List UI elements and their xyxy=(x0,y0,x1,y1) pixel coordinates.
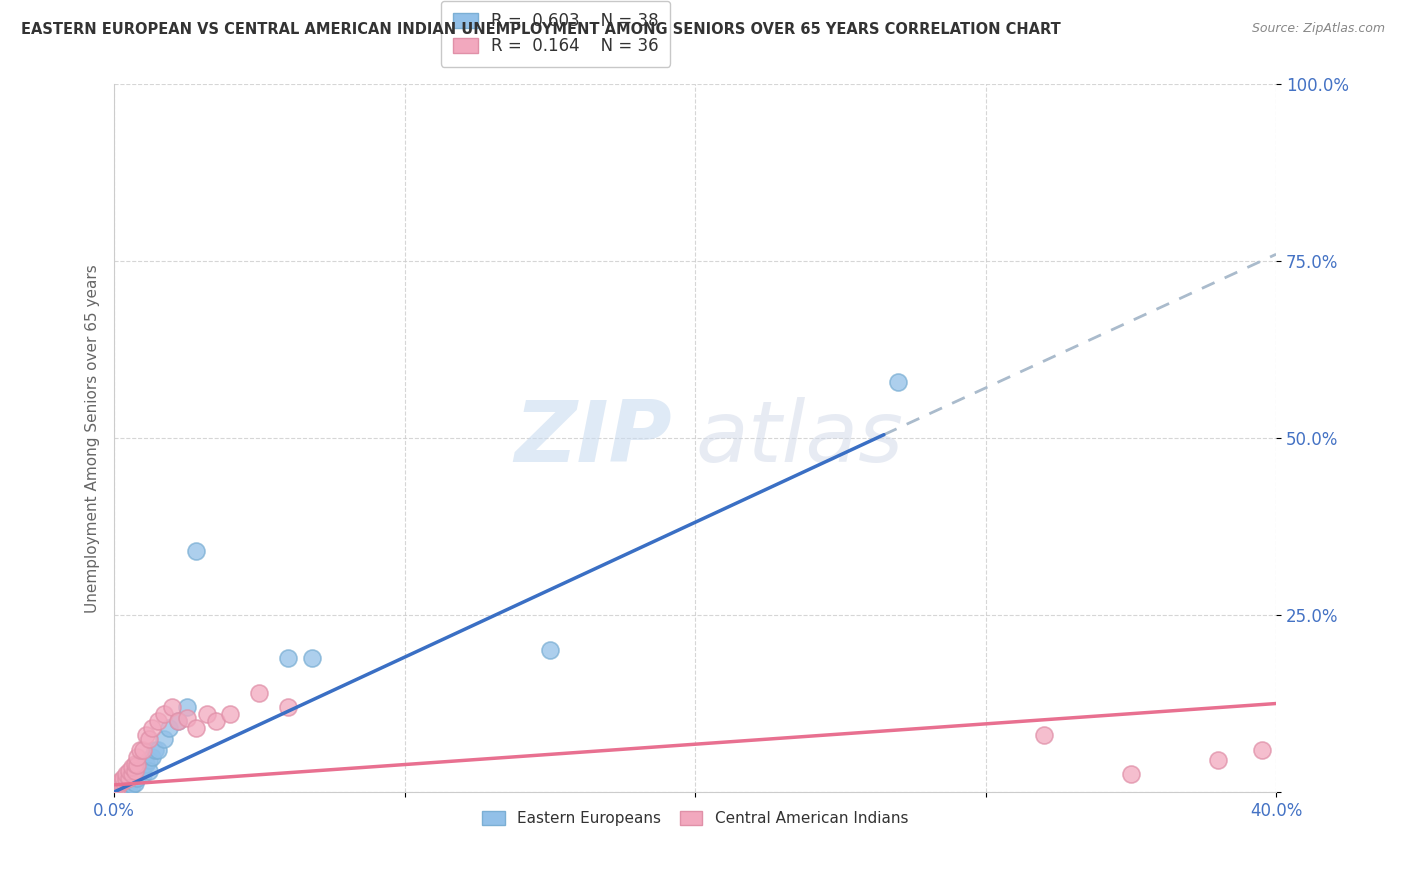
Point xyxy=(105,781,128,796)
Point xyxy=(111,771,134,785)
Point xyxy=(114,767,136,781)
Point xyxy=(127,749,149,764)
Y-axis label: Unemployment Among Seniors over 65 years: Unemployment Among Seniors over 65 years xyxy=(86,264,100,613)
Point xyxy=(108,774,131,789)
Point xyxy=(135,728,157,742)
Legend: Eastern Europeans, Central American Indians: Eastern Europeans, Central American Indi… xyxy=(474,804,915,834)
Point xyxy=(152,707,174,722)
Point xyxy=(195,707,218,722)
Point xyxy=(277,650,299,665)
Point xyxy=(132,767,155,781)
Point xyxy=(157,721,180,735)
Point xyxy=(108,776,131,790)
Point xyxy=(111,778,134,792)
Point xyxy=(127,765,149,780)
Point xyxy=(184,544,207,558)
Point xyxy=(105,780,128,794)
Text: ZIP: ZIP xyxy=(515,397,672,480)
Point xyxy=(118,776,141,790)
Point xyxy=(132,742,155,756)
Point xyxy=(127,758,149,772)
Point xyxy=(1250,742,1272,756)
Point xyxy=(249,686,271,700)
Point xyxy=(205,714,228,729)
Point xyxy=(141,721,163,735)
Point xyxy=(124,767,146,781)
Point xyxy=(167,714,190,729)
Point xyxy=(176,711,198,725)
Text: Source: ZipAtlas.com: Source: ZipAtlas.com xyxy=(1251,22,1385,36)
Point xyxy=(301,650,323,665)
Point xyxy=(129,764,152,778)
Point xyxy=(146,742,169,756)
Point xyxy=(108,780,131,794)
Point xyxy=(141,749,163,764)
Point xyxy=(118,771,141,785)
Point xyxy=(138,731,160,746)
Point xyxy=(129,742,152,756)
Point xyxy=(132,760,155,774)
Text: EASTERN EUROPEAN VS CENTRAL AMERICAN INDIAN UNEMPLOYMENT AMONG SENIORS OVER 65 Y: EASTERN EUROPEAN VS CENTRAL AMERICAN IND… xyxy=(21,22,1062,37)
Point xyxy=(108,778,131,792)
Point xyxy=(127,771,149,785)
Point xyxy=(167,714,190,729)
Point xyxy=(114,780,136,794)
Text: atlas: atlas xyxy=(695,397,903,480)
Point xyxy=(118,771,141,785)
Point xyxy=(138,753,160,767)
Point xyxy=(146,714,169,729)
Point xyxy=(1119,767,1142,781)
Point xyxy=(114,778,136,792)
Point xyxy=(111,774,134,789)
Point xyxy=(135,756,157,771)
Point xyxy=(124,776,146,790)
Point xyxy=(538,643,561,657)
Point xyxy=(143,742,166,756)
Point xyxy=(1206,753,1229,767)
Point xyxy=(152,731,174,746)
Point xyxy=(176,700,198,714)
Point xyxy=(124,764,146,778)
Point xyxy=(111,774,134,789)
Point xyxy=(105,781,128,796)
Point xyxy=(138,764,160,778)
Point xyxy=(1032,728,1054,742)
Point xyxy=(118,780,141,794)
Point xyxy=(219,707,242,722)
Point xyxy=(114,774,136,789)
Point xyxy=(277,700,299,714)
Point xyxy=(111,776,134,790)
Point xyxy=(184,721,207,735)
Point xyxy=(121,778,143,792)
Point xyxy=(121,767,143,781)
Point xyxy=(124,764,146,778)
Point xyxy=(124,756,146,771)
Point xyxy=(118,764,141,778)
Point xyxy=(887,375,910,389)
Point xyxy=(114,772,136,787)
Point xyxy=(121,760,143,774)
Point xyxy=(121,767,143,781)
Point xyxy=(121,772,143,787)
Point xyxy=(162,700,184,714)
